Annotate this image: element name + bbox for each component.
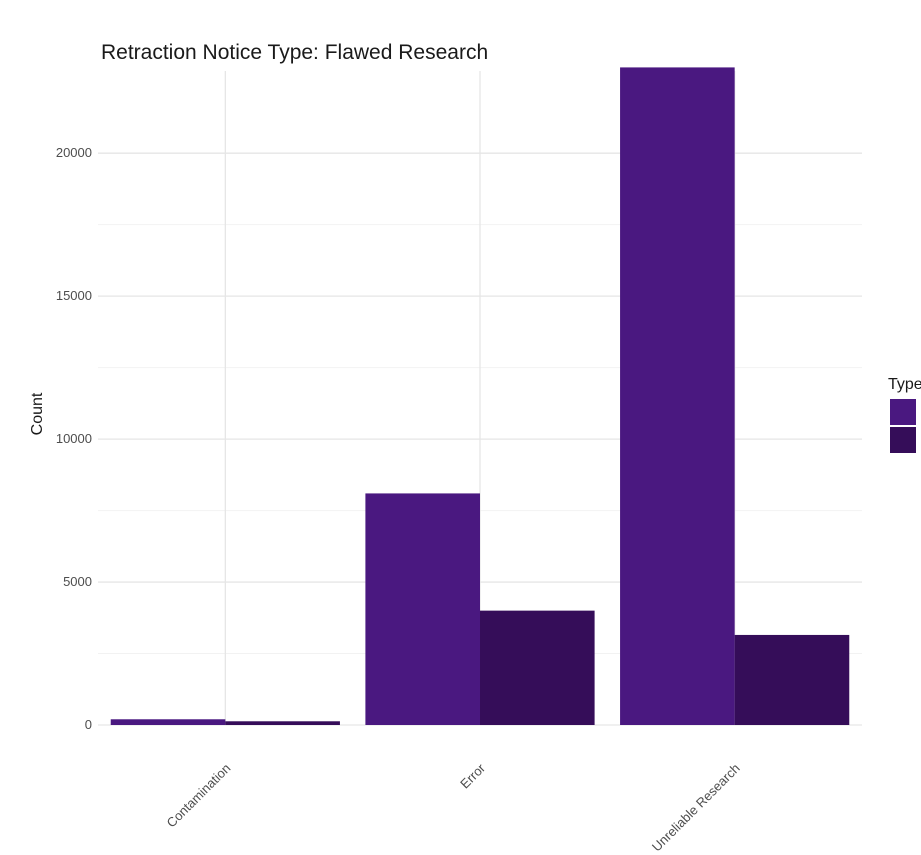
chart-title: Retraction Notice Type: Flawed Research	[101, 41, 488, 64]
x-tick-labels: Contamination Error Unreliable Research	[164, 760, 743, 854]
bar-contamination-series-2	[225, 721, 340, 725]
legend: Type	[888, 376, 921, 453]
y-tick-label: 10000	[56, 431, 92, 446]
x-tick-label: Contamination	[164, 761, 234, 831]
x-tick-label: Error	[457, 760, 489, 792]
y-tick-label: 15000	[56, 288, 92, 303]
legend-title: Type	[888, 376, 921, 393]
y-tick-label: 5000	[63, 574, 92, 589]
bars	[110, 67, 850, 726]
y-tick-label: 0	[85, 717, 92, 732]
bar-error-series-1	[365, 493, 480, 725]
x-tick-label: Unreliable Research	[649, 761, 743, 855]
bar-unreliable-research-series-1	[620, 67, 735, 726]
y-tick-labels: 0 5000 10000 15000 20000	[56, 145, 92, 732]
legend-key-1	[890, 399, 916, 425]
bar-unreliable-research-series-2	[734, 634, 850, 725]
bar-error-series-2	[480, 610, 595, 725]
y-tick-label: 20000	[56, 145, 92, 160]
bar-contamination-series-1	[110, 719, 226, 725]
legend-key-2	[890, 427, 916, 453]
y-axis-label: Count	[29, 392, 46, 435]
